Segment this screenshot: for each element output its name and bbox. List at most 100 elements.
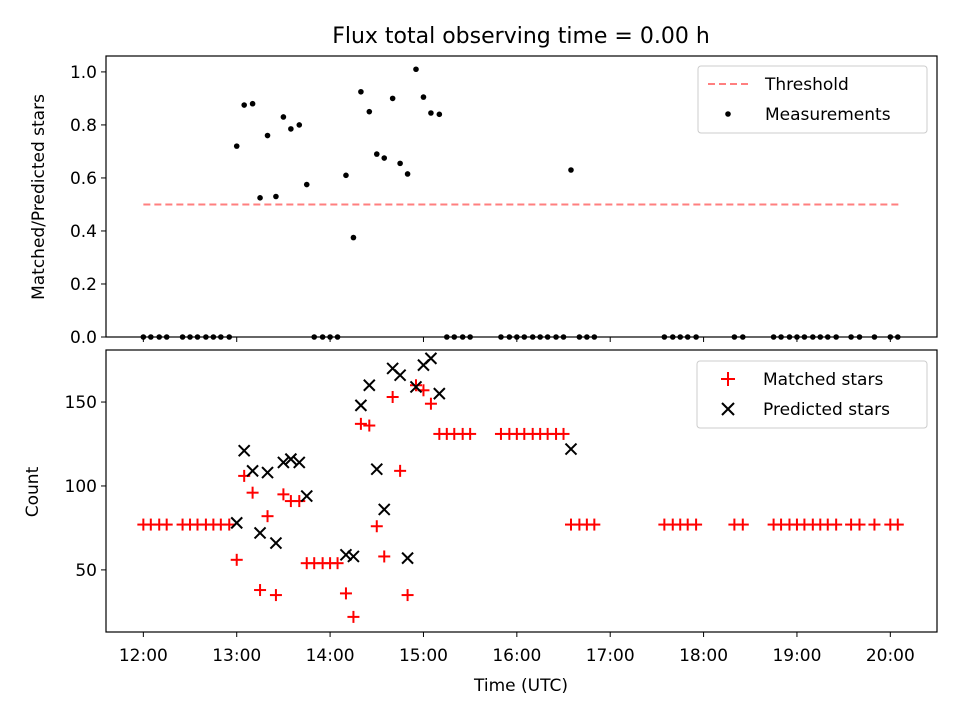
matched-star-point [363,419,376,432]
predicted-star-point [237,444,251,457]
measurement-point [358,88,364,95]
predicted-legend-swatch [721,402,735,416]
bottom-x-axis-label: Time (UTC) [473,676,568,696]
predicted-star-point [401,551,414,565]
matched-star-point [246,486,259,499]
predicted-star-point [269,536,283,550]
bottom-x-tick-label: 16:00 [492,646,541,666]
measurement-point [381,155,388,161]
predicted-star-point [354,399,368,412]
predicted-legend-label: Predicted stars [763,400,890,420]
measurement-point [404,171,411,177]
measurement-point [288,126,294,132]
bottom-y-tick-label: 50 [75,561,97,581]
bottom-x-tick-label: 14:00 [306,646,355,666]
measurement-point [436,111,443,118]
predicted-star-stroke-b [277,456,290,469]
bottom-y-tick-label: 150 [65,393,97,413]
bottom-legend-box [696,360,928,429]
matched-star-point [331,557,344,570]
measurement-point [264,132,271,139]
matched-star-point [378,550,391,563]
measurements-legend-swatch [725,111,731,117]
predicted-star-stroke-b [253,526,267,540]
predicted-star-point [433,387,446,400]
matched-star-point [557,427,570,440]
measurement-point [303,181,310,188]
top-chart-title: Flux total observing time = 0.00 h [332,24,710,49]
measurement-point [280,114,287,120]
predicted-star-stroke-b [378,503,391,516]
measurement-point [420,94,427,100]
matched-star-point [401,589,414,602]
measurement-point [233,143,240,149]
bottom-x-tick-label: 17:00 [586,646,635,666]
matched-star-point [830,518,843,531]
predicted-star-stroke-b [354,399,368,412]
predicted-star-point [293,456,306,469]
top-legend: Threshold Measurements [697,65,928,134]
predicted-star-point [378,503,391,516]
predicted-star-point [230,516,243,530]
matched-star-point [370,520,383,533]
measurement-point [241,102,247,108]
bottom-x-tick-label: 18:00 [679,646,728,666]
matched-star-point [409,379,422,392]
predicted-star-point [347,550,360,563]
measurement-point [343,172,349,179]
predicted-star-stroke-b [564,442,578,456]
bottom-x-tick-label: 12:00 [119,646,168,666]
predicted-star-stroke-b [386,362,399,375]
predicted-star-stroke-b [237,444,251,457]
bottom-x-tick-label: 19:00 [772,646,821,666]
predicted-star-stroke-b [347,550,360,563]
measurement-point [249,100,256,107]
top-y-tick-label: 0.0 [70,328,97,348]
predicted-star-point [424,352,438,365]
measurement-point [273,193,279,200]
bottom-legend: Matched stars Predicted stars [696,360,928,429]
measurement-point [350,234,357,241]
predicted-star-stroke-b [433,387,446,400]
predicted-star-stroke-b [246,464,259,478]
matched-star-point [464,427,477,440]
matched-star-point [588,518,601,531]
matched-star-point [853,518,866,531]
predicted-star-stroke-b [339,548,353,561]
measurement-point [366,108,373,115]
top-y-tick-label: 0.2 [70,275,97,295]
predicted-star-stroke-b [300,489,313,503]
matched-star-point [868,518,881,531]
predicted-star-stroke-b [261,466,274,479]
predicted-star-stroke-b [363,379,376,392]
top-y-axis-label: Matched/Predicted stars [29,94,49,300]
measurement-point [257,195,263,201]
matched-star-point [293,495,306,508]
bottom-y-tick-label: 100 [65,477,97,497]
bottom-y-axis-label: Count [23,466,43,517]
measurement-point [389,95,396,102]
predicted-star-point [370,462,383,476]
predicted-star-stroke-b [409,380,423,394]
matched-star-point [386,391,399,403]
matched-star-point [339,587,352,600]
measurement-point [413,66,419,73]
predicted-star-stroke-b [401,551,414,565]
matched-star-point [277,488,290,501]
measurement-point [296,122,303,128]
predicted-star-stroke-b [230,516,243,530]
predicted-star-point [564,442,578,456]
matched-star-point [424,397,437,410]
predicted-star-stroke-b [269,536,283,550]
matched-star-point [690,518,703,531]
threshold-legend-label: Threshold [764,75,849,95]
matched-legend-label: Matched stars [763,370,883,390]
matched-star-point [254,584,267,597]
predicted-star-point [300,489,313,503]
predicted-star-point [253,526,267,540]
predicted-star-point [363,379,376,392]
top-y-tick-label: 0.4 [70,222,97,242]
matched-star-point [394,464,407,477]
top-y-tick-label: 0.6 [70,169,97,189]
